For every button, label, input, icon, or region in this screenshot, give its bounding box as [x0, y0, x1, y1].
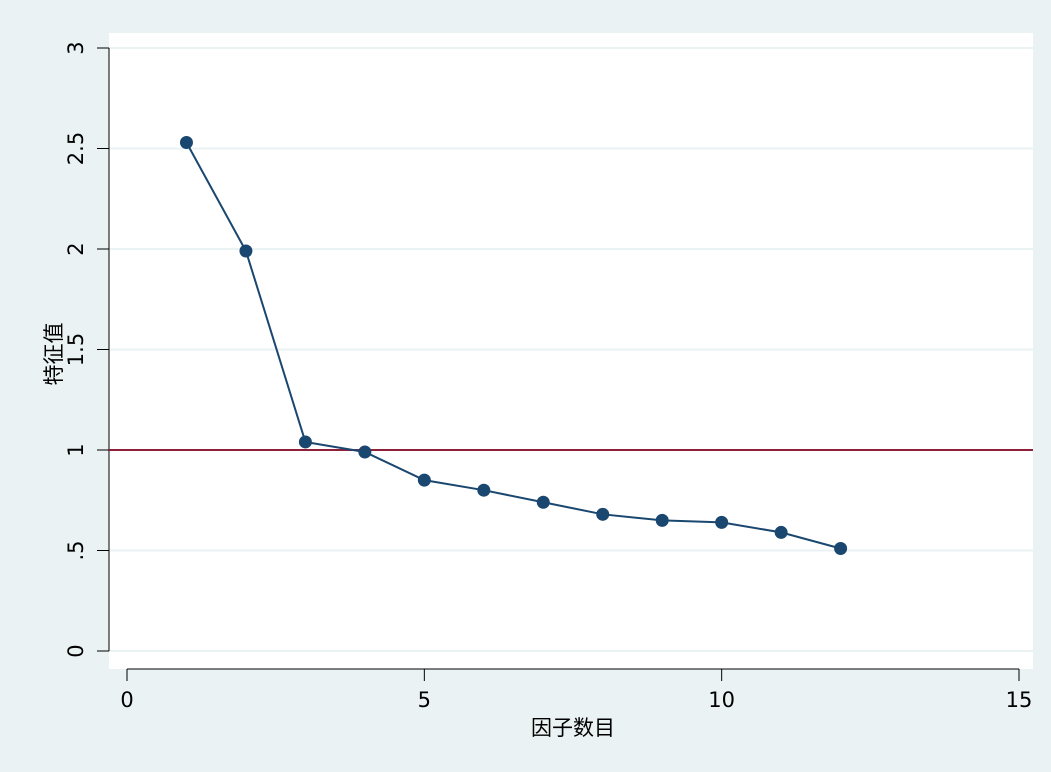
- series-line: [185, 141, 841, 550]
- data-point: [239, 244, 253, 258]
- data-point: [477, 483, 491, 497]
- y-tick-label: 1.5: [64, 333, 88, 366]
- y-axis-label: 特征值: [42, 323, 66, 386]
- data-point: [715, 515, 729, 529]
- data-point: [834, 541, 848, 555]
- x-tick-label: 5: [418, 688, 431, 712]
- x-tick-label: 0: [120, 688, 133, 712]
- data-point: [298, 435, 312, 449]
- plot-area: [109, 33, 1033, 669]
- data-point: [179, 135, 193, 149]
- x-tick-label: 15: [1006, 688, 1033, 712]
- y-tick-label: 1: [64, 443, 88, 456]
- y-tick-label: 2: [64, 242, 88, 255]
- y-tick-label: .5: [64, 540, 88, 560]
- data-point: [655, 513, 669, 527]
- x-tick-label: 10: [708, 688, 735, 712]
- series-layer: [179, 135, 848, 555]
- y-tick-label: 3: [64, 41, 88, 54]
- axes: 0 .5 1 1.5 2 2.5 3 0 5 10 15: [64, 41, 1032, 712]
- y-tick-label: 0: [64, 644, 88, 657]
- y-tick-label: 2.5: [64, 132, 88, 165]
- data-point: [358, 445, 372, 459]
- data-point: [596, 507, 610, 521]
- data-point: [536, 495, 550, 509]
- x-axis-label: 因子数目: [531, 716, 615, 740]
- data-point: [774, 525, 788, 539]
- data-point: [417, 473, 431, 487]
